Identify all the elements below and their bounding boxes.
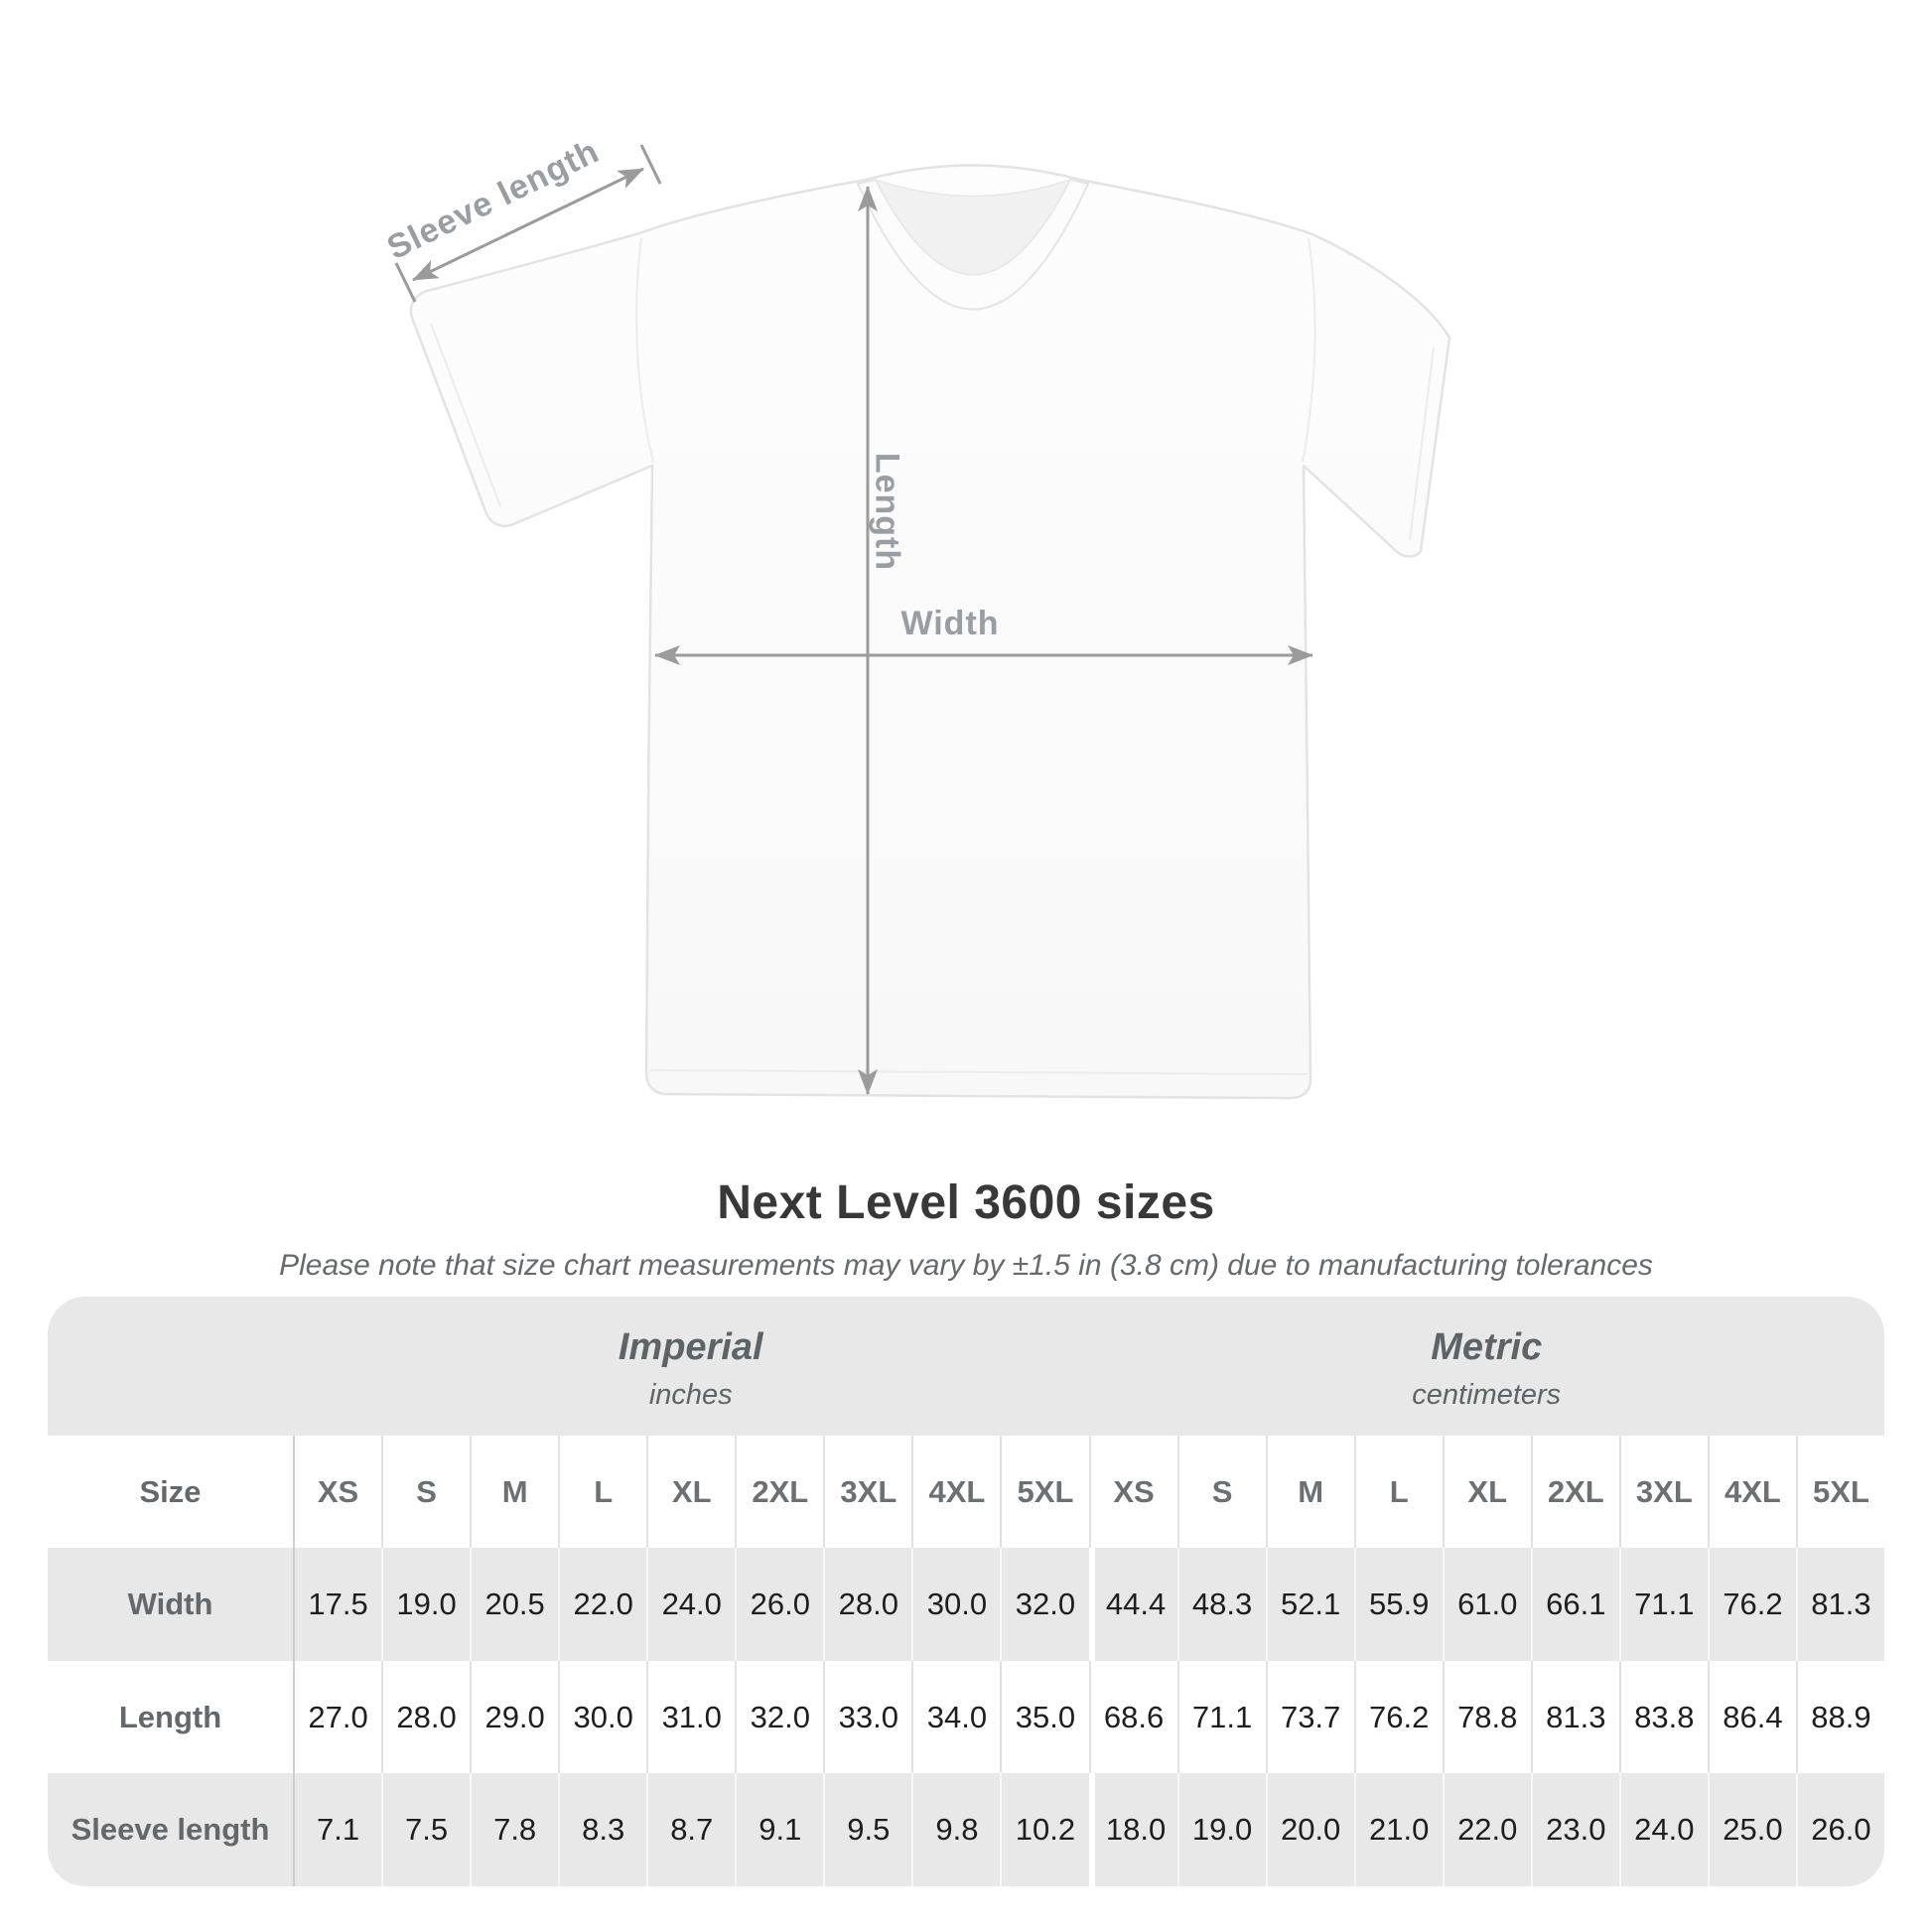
size-col-header: 5XL <box>1795 1436 1884 1548</box>
table-cell: 26.0 <box>735 1548 823 1661</box>
table-cell: 31.0 <box>646 1661 736 1773</box>
table-cell: 81.3 <box>1530 1661 1619 1773</box>
length-label: Length <box>868 452 906 572</box>
table-cell: 73.7 <box>1265 1661 1354 1773</box>
row-label-sleeve-length: Sleeve length <box>70 1812 270 1847</box>
page-title: Next Level 3600 sizes <box>717 1176 1215 1229</box>
table-cell: 76.2 <box>1353 1661 1443 1773</box>
table-cell: 28.0 <box>381 1661 471 1773</box>
size-col-header: XL <box>1442 1436 1531 1548</box>
size-col-header: XL <box>646 1436 736 1548</box>
table-cell: 33.0 <box>823 1661 912 1773</box>
table-cell: 30.0 <box>911 1548 1000 1661</box>
table-cell: 26.0 <box>1795 1773 1884 1886</box>
tolerance-note: Please note that size chart measurements… <box>279 1249 1653 1282</box>
table-cell: 9.8 <box>911 1773 1000 1886</box>
table-cell: 44.4 <box>1088 1548 1177 1661</box>
table-cell: 8.7 <box>646 1773 735 1886</box>
size-col-header: XS <box>1088 1436 1177 1548</box>
sleeve-arrow-end-tick <box>639 144 662 185</box>
sleeve-length-arrow <box>412 167 644 282</box>
table-cell: 71.1 <box>1618 1548 1708 1661</box>
table-cell: 55.9 <box>1353 1548 1443 1661</box>
sleeve-arrow-start-tick <box>394 262 417 303</box>
size-col-header: L <box>558 1436 647 1548</box>
table-cell: 35.0 <box>1000 1661 1089 1773</box>
metric-group-unit: centimeters <box>1412 1379 1562 1411</box>
table-cell: 10.2 <box>1000 1773 1088 1886</box>
table-cell: 22.0 <box>1442 1773 1531 1886</box>
size-col-header: S <box>1176 1436 1266 1548</box>
size-col-header: L <box>1353 1436 1443 1548</box>
table-cell: 61.0 <box>1442 1548 1531 1661</box>
size-col-header: 3XL <box>1618 1436 1708 1548</box>
size-col-header: S <box>381 1436 471 1548</box>
table-cell: 52.1 <box>1265 1548 1354 1661</box>
table-cell: 7.8 <box>470 1773 558 1886</box>
row-label-width: Width <box>127 1587 213 1621</box>
size-col-header: XS <box>293 1436 382 1548</box>
table-cell: 24.0 <box>1618 1773 1708 1886</box>
size-col-header: M <box>1265 1436 1354 1548</box>
size-header-label: Size <box>48 1436 293 1548</box>
tshirt-seams <box>430 237 1435 1075</box>
metric-group-name: Metric <box>1431 1326 1543 1368</box>
tshirt-graphic <box>394 144 1451 1100</box>
table-cell: 7.1 <box>293 1773 381 1886</box>
table-cell: 71.1 <box>1176 1661 1266 1773</box>
table-cell: 8.3 <box>558 1773 646 1886</box>
table-cell: 29.0 <box>470 1661 559 1773</box>
size-col-header: 3XL <box>823 1436 912 1548</box>
table-cell: 30.0 <box>558 1661 647 1773</box>
size-col-header: 5XL <box>1000 1436 1089 1548</box>
imperial-group-unit: inches <box>648 1379 733 1411</box>
table-cell: 24.0 <box>646 1548 735 1661</box>
table-cell: 32.0 <box>735 1661 824 1773</box>
table-cell: 88.9 <box>1795 1661 1884 1773</box>
table-cell: 9.5 <box>823 1773 911 1886</box>
table-cell: 27.0 <box>293 1661 382 1773</box>
row-label-length: Length <box>48 1661 293 1773</box>
table-cell: 25.0 <box>1707 1773 1796 1886</box>
table-cell: 66.1 <box>1530 1548 1619 1661</box>
table-cell: 32.0 <box>1000 1548 1088 1661</box>
table-cell: 83.8 <box>1618 1661 1708 1773</box>
table-cell: 28.0 <box>823 1548 911 1661</box>
table-cell: 7.5 <box>381 1773 470 1886</box>
table-cell: 23.0 <box>1530 1773 1619 1886</box>
table-cell: 19.0 <box>381 1548 470 1661</box>
tshirt-outline <box>409 164 1451 1100</box>
tshirt-neck-opening <box>874 178 1072 275</box>
table-cell: 17.5 <box>293 1548 381 1661</box>
table-cell: 81.3 <box>1795 1548 1884 1661</box>
imperial-group-header: Imperial inches <box>293 1297 1089 1436</box>
size-col-header: 4XL <box>911 1436 1001 1548</box>
table-cell: 68.6 <box>1088 1661 1177 1773</box>
table-cell: 21.0 <box>1353 1773 1443 1886</box>
width-label: Width <box>900 605 1000 642</box>
size-col-header: 4XL <box>1707 1436 1796 1548</box>
table-cell: 48.3 <box>1176 1548 1266 1661</box>
table-cell: 86.4 <box>1707 1661 1796 1773</box>
table-cell: 9.1 <box>735 1773 823 1886</box>
table-cell: 22.0 <box>558 1548 646 1661</box>
tshirt-measurement-diagram: Sleeve length Length Width <box>381 132 1451 1100</box>
size-col-header: 2XL <box>1530 1436 1619 1548</box>
table-cell: 19.0 <box>1176 1773 1266 1886</box>
size-col-header: 2XL <box>735 1436 824 1548</box>
table-cell: 34.0 <box>911 1661 1001 1773</box>
table-cell: 18.0 <box>1088 1773 1177 1886</box>
imperial-group-name: Imperial <box>618 1326 763 1368</box>
table-cell: 78.8 <box>1442 1661 1531 1773</box>
table-corner <box>48 1297 293 1436</box>
metric-group-header: Metric centimeters <box>1089 1297 1885 1436</box>
table-cell: 20.0 <box>1265 1773 1354 1886</box>
table-cell: 20.5 <box>470 1548 558 1661</box>
size-table: Imperial inches Metric centimeters Size … <box>48 1297 1884 1886</box>
table-cell: 76.2 <box>1707 1548 1796 1661</box>
size-col-header: M <box>470 1436 559 1548</box>
